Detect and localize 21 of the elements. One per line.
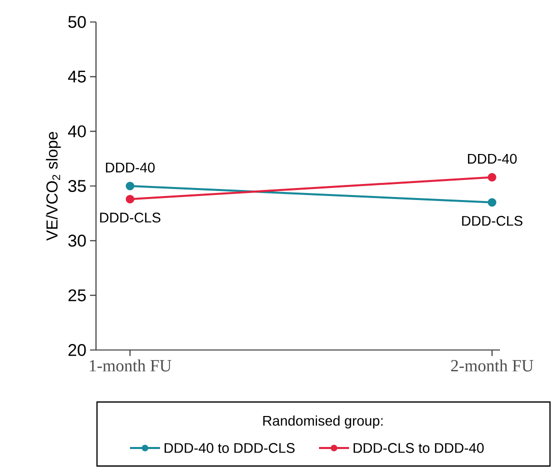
point (126, 194, 134, 204)
y-axis-title: VE/VCO$_{2}$ slope (46, 132, 61, 241)
legend-label: DDD-CLS to DDD-40 (354, 443, 484, 453)
y-tick-label: 40 (68, 125, 86, 138)
y-tick-label: 20 (68, 344, 86, 356)
annotation: DDD-CLS (100, 212, 160, 223)
point (126, 182, 134, 190)
y-tick-label: 35 (68, 180, 86, 192)
point (488, 198, 496, 207)
annotation: DDD-CLS (462, 216, 522, 226)
annotation: DDD-40 (468, 154, 517, 164)
y-tick-label: 50 (68, 16, 86, 28)
x-tick-label: 2-month FU (451, 360, 534, 372)
annotation: DDD-40 (106, 162, 155, 172)
y-tick-label: 25 (68, 289, 86, 302)
x-tick-label: 1-month FU (90, 360, 172, 372)
legend-title: Randomised group: (263, 415, 383, 428)
y-tick-label: 45 (68, 70, 86, 83)
point (488, 172, 496, 182)
legend-label: DDD-40 to DDD-CLS (164, 443, 295, 453)
y-tick-label: 30 (68, 234, 86, 247)
